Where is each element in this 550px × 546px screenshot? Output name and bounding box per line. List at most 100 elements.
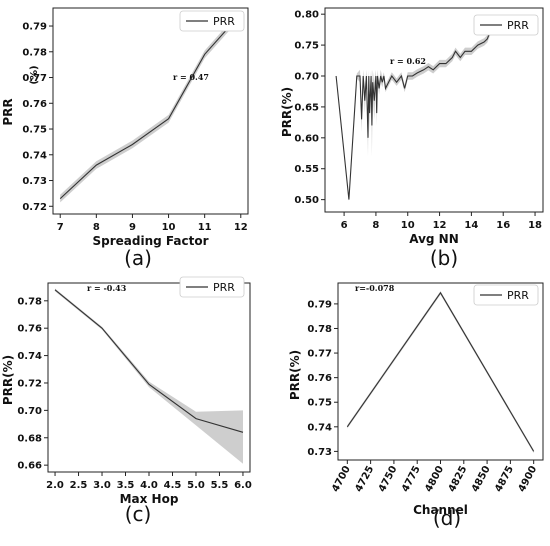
x-tick-label: 4700	[330, 464, 353, 494]
x-tick-label: 2.5	[70, 480, 88, 491]
chart-c: 2.0 2.5 3.0 3.5 4.0 4.5 5.0 5.5 6.0 0.66 0.68 0.70 0…	[1, 276, 252, 526]
x-tick-label: 4875	[493, 464, 516, 494]
y-tick-label: 0.55	[294, 164, 319, 175]
panel-caption: (c)	[125, 502, 152, 526]
x-tick-label: 4775	[400, 464, 423, 494]
y-axis-label: PRR(%)	[288, 350, 302, 400]
series-line-prr	[59, 25, 231, 200]
x-tick-label: 6.0	[234, 480, 252, 491]
legend-label: PRR	[213, 15, 235, 28]
x-tick-label: 12	[234, 222, 248, 233]
x-tick-label: 7	[57, 222, 64, 233]
chart-b: 6 8 10 12 14 16 18 0.50 0.55 0.60 0.65 0.70 0.75 0.80…	[280, 7, 544, 270]
x-tick-label: 10	[162, 222, 176, 233]
y-axis-label: PRR(%)	[1, 355, 15, 405]
x-tick-label: 11	[198, 222, 212, 233]
legend: PRR	[473, 284, 539, 306]
y-tick-label: 0.77	[307, 349, 332, 360]
y-tick-label: 0.80	[294, 10, 319, 21]
x-tick-label: 5.5	[211, 480, 229, 491]
correlation-annotation: r = -0.43	[87, 283, 127, 293]
y-tick-label: 0.76	[17, 324, 42, 335]
x-axis-label: Max Hop	[120, 492, 179, 506]
series-line-prr	[54, 289, 244, 433]
x-tick-label: 4825	[447, 464, 470, 494]
y-tick-label: 0.73	[22, 176, 47, 187]
y-tick-label: 0.79	[22, 22, 47, 33]
y-tick-label: 0.78	[307, 324, 332, 335]
y-tick-label: 0.72	[22, 202, 47, 213]
x-axis-label: Avg NN	[409, 232, 459, 246]
x-tick-label: 4.0	[140, 480, 158, 491]
panel-caption: (b)	[430, 246, 458, 270]
correlation-annotation: r = 0.62	[390, 56, 426, 66]
legend-label: PRR	[507, 289, 529, 302]
y-tick-label: 0.78	[22, 47, 47, 58]
x-tick-label: 2.0	[46, 480, 64, 491]
y-tick-label: 0.74	[307, 422, 332, 433]
y-axis-label: PRR(%)	[280, 87, 294, 137]
x-tick-label: 12	[433, 220, 447, 231]
x-tick-label: 9	[129, 222, 136, 233]
x-tick-label: 4800	[423, 464, 446, 494]
y-tick-label: 0.68	[17, 433, 42, 444]
plot-frame	[324, 7, 544, 213]
confidence-band	[55, 288, 243, 464]
y-tick-label: 0.76	[22, 99, 47, 110]
legend-box	[179, 10, 245, 32]
x-axis-label: Channel	[413, 503, 468, 517]
legend-label: PRR	[213, 281, 235, 294]
x-tick-label: 4.5	[164, 480, 182, 491]
legend-box	[473, 284, 539, 306]
x-tick-label: 16	[496, 220, 510, 231]
x-tick-label: 4750	[377, 464, 400, 494]
x-tick-label: 10	[401, 220, 415, 231]
correlation-annotation: r=-0.078	[355, 283, 395, 293]
y-tick-label: 0.74	[22, 150, 47, 161]
x-tick-label: 4900	[517, 464, 540, 494]
legend: PRR	[179, 276, 245, 298]
legend: PRR	[179, 10, 245, 32]
correlation-annotation: r = 0.47	[173, 72, 209, 82]
y-tick-label: 0.74	[17, 351, 42, 362]
chart-d: 4700 4725 4750 4775 4800 4825 4850 4875 4900 0.73…	[288, 282, 544, 530]
plot-frame	[337, 282, 544, 461]
x-tick-label: 8	[372, 220, 379, 231]
plot-frame	[52, 7, 249, 215]
x-tick-label: 6	[341, 220, 348, 231]
series-line-prr	[335, 20, 504, 200]
legend-box	[179, 276, 245, 298]
legend: PRR	[473, 14, 539, 36]
x-tick-label: 18	[528, 220, 542, 231]
y-tick-label: 0.70	[294, 72, 319, 83]
y-tick-label: 0.75	[294, 41, 319, 52]
y-tick-label: 0.50	[294, 195, 319, 206]
y-axis-label: PRR	[1, 98, 15, 125]
y-tick-label: 0.76	[307, 373, 332, 384]
y-tick-label: 0.65	[294, 102, 319, 113]
y-tick-label: 0.73	[307, 447, 332, 458]
series-line-prr	[346, 291, 535, 452]
x-tick-label: 14	[464, 220, 478, 231]
panel-caption: (a)	[124, 246, 152, 270]
panel-caption: (d)	[433, 506, 461, 530]
y-tick-label: 0.79	[307, 299, 332, 310]
x-tick-label: 4850	[470, 464, 493, 494]
y-tick-label: 0.75	[22, 125, 47, 136]
x-tick-label: 3.0	[93, 480, 111, 491]
y-tick-label: 0.77	[22, 73, 47, 84]
chart-a: 7 8 9 10 11 12 0.72 0.73 0.74 0.75 0.76 0.77 0.78 0.7…	[1, 7, 249, 270]
x-tick-label: 3.5	[117, 480, 135, 491]
y-tick-label: 0.75	[307, 398, 332, 409]
y-tick-label: 0.72	[17, 378, 42, 389]
x-axis-label: Spreading Factor	[92, 234, 208, 248]
y-tick-label: 0.78	[17, 296, 42, 307]
confidence-band	[347, 291, 534, 454]
y-axis-unit: (%)	[29, 65, 40, 84]
y-tick-label: 0.66	[17, 461, 42, 472]
x-tick-label: 5.0	[187, 480, 205, 491]
legend-box	[473, 14, 539, 36]
confidence-band	[60, 22, 230, 203]
y-tick-label: 0.70	[17, 406, 42, 417]
